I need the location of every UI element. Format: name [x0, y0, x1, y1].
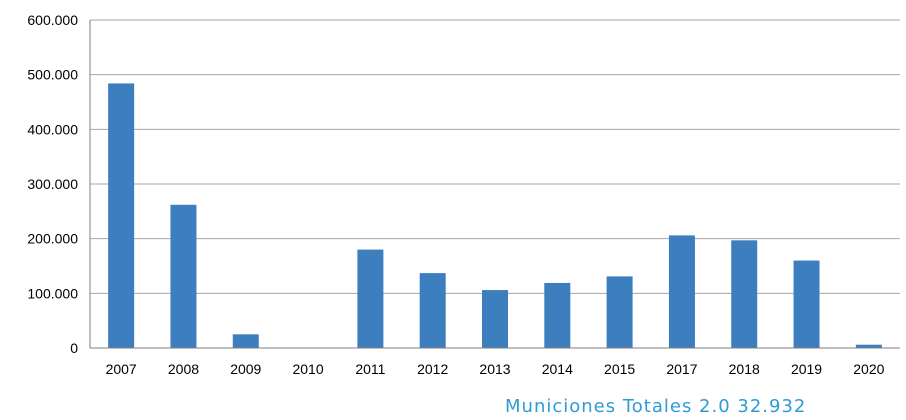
bar-2009	[232, 334, 259, 348]
y-tick-label: 400.000	[27, 121, 78, 137]
x-tick-label: 2014	[542, 361, 573, 377]
bar-2014	[544, 282, 571, 348]
x-tick-label: 2013	[479, 361, 510, 377]
bar-2013	[482, 290, 508, 348]
bar-2015	[606, 276, 633, 348]
x-tick-label: 2015	[604, 361, 635, 377]
bars	[108, 83, 882, 348]
y-tick-label: 500.000	[27, 67, 78, 83]
total-annotation: Municiones Totales 2.0 32.932	[505, 396, 807, 417]
x-tick-label: 2020	[853, 361, 884, 377]
x-tick-label: 2007	[106, 361, 137, 377]
y-tick-label: 200.000	[27, 231, 78, 247]
x-tick-label: 2019	[791, 361, 822, 377]
x-axis-tick-labels: 2007 2008 2009 2010 2011 2012 2013 2014 2015 2017…	[106, 361, 885, 377]
y-tick-label: 0	[70, 340, 78, 356]
x-tick-label: 2012	[417, 361, 448, 377]
bar-2012	[419, 273, 446, 348]
x-tick-label: 2017	[666, 361, 697, 377]
bar-2008	[170, 204, 197, 348]
x-tick-label: 2018	[729, 361, 760, 377]
bar-chart: 0 100.000 200.000 300.000 400.000 500.000 600.…	[27, 12, 900, 377]
y-axis-tick-labels: 0 100.000 200.000 300.000 400.000 500.000 600.…	[27, 12, 78, 356]
x-tick-label: 2008	[168, 361, 199, 377]
y-tick-label: 100.000	[27, 285, 78, 301]
x-tick-label: 2011	[355, 361, 385, 377]
y-tick-label: 300.000	[27, 176, 78, 192]
bar-2019	[793, 260, 820, 348]
bar-2017	[668, 235, 695, 348]
bar-2007	[108, 83, 135, 348]
y-tick-label: 600.000	[27, 12, 78, 28]
grid-lines	[89, 19, 900, 348]
bar-2011	[357, 249, 384, 348]
x-tick-label: 2010	[292, 361, 323, 377]
x-tick-label: 2009	[230, 361, 261, 377]
bar-2020	[855, 344, 882, 348]
bar-2018	[731, 240, 758, 348]
